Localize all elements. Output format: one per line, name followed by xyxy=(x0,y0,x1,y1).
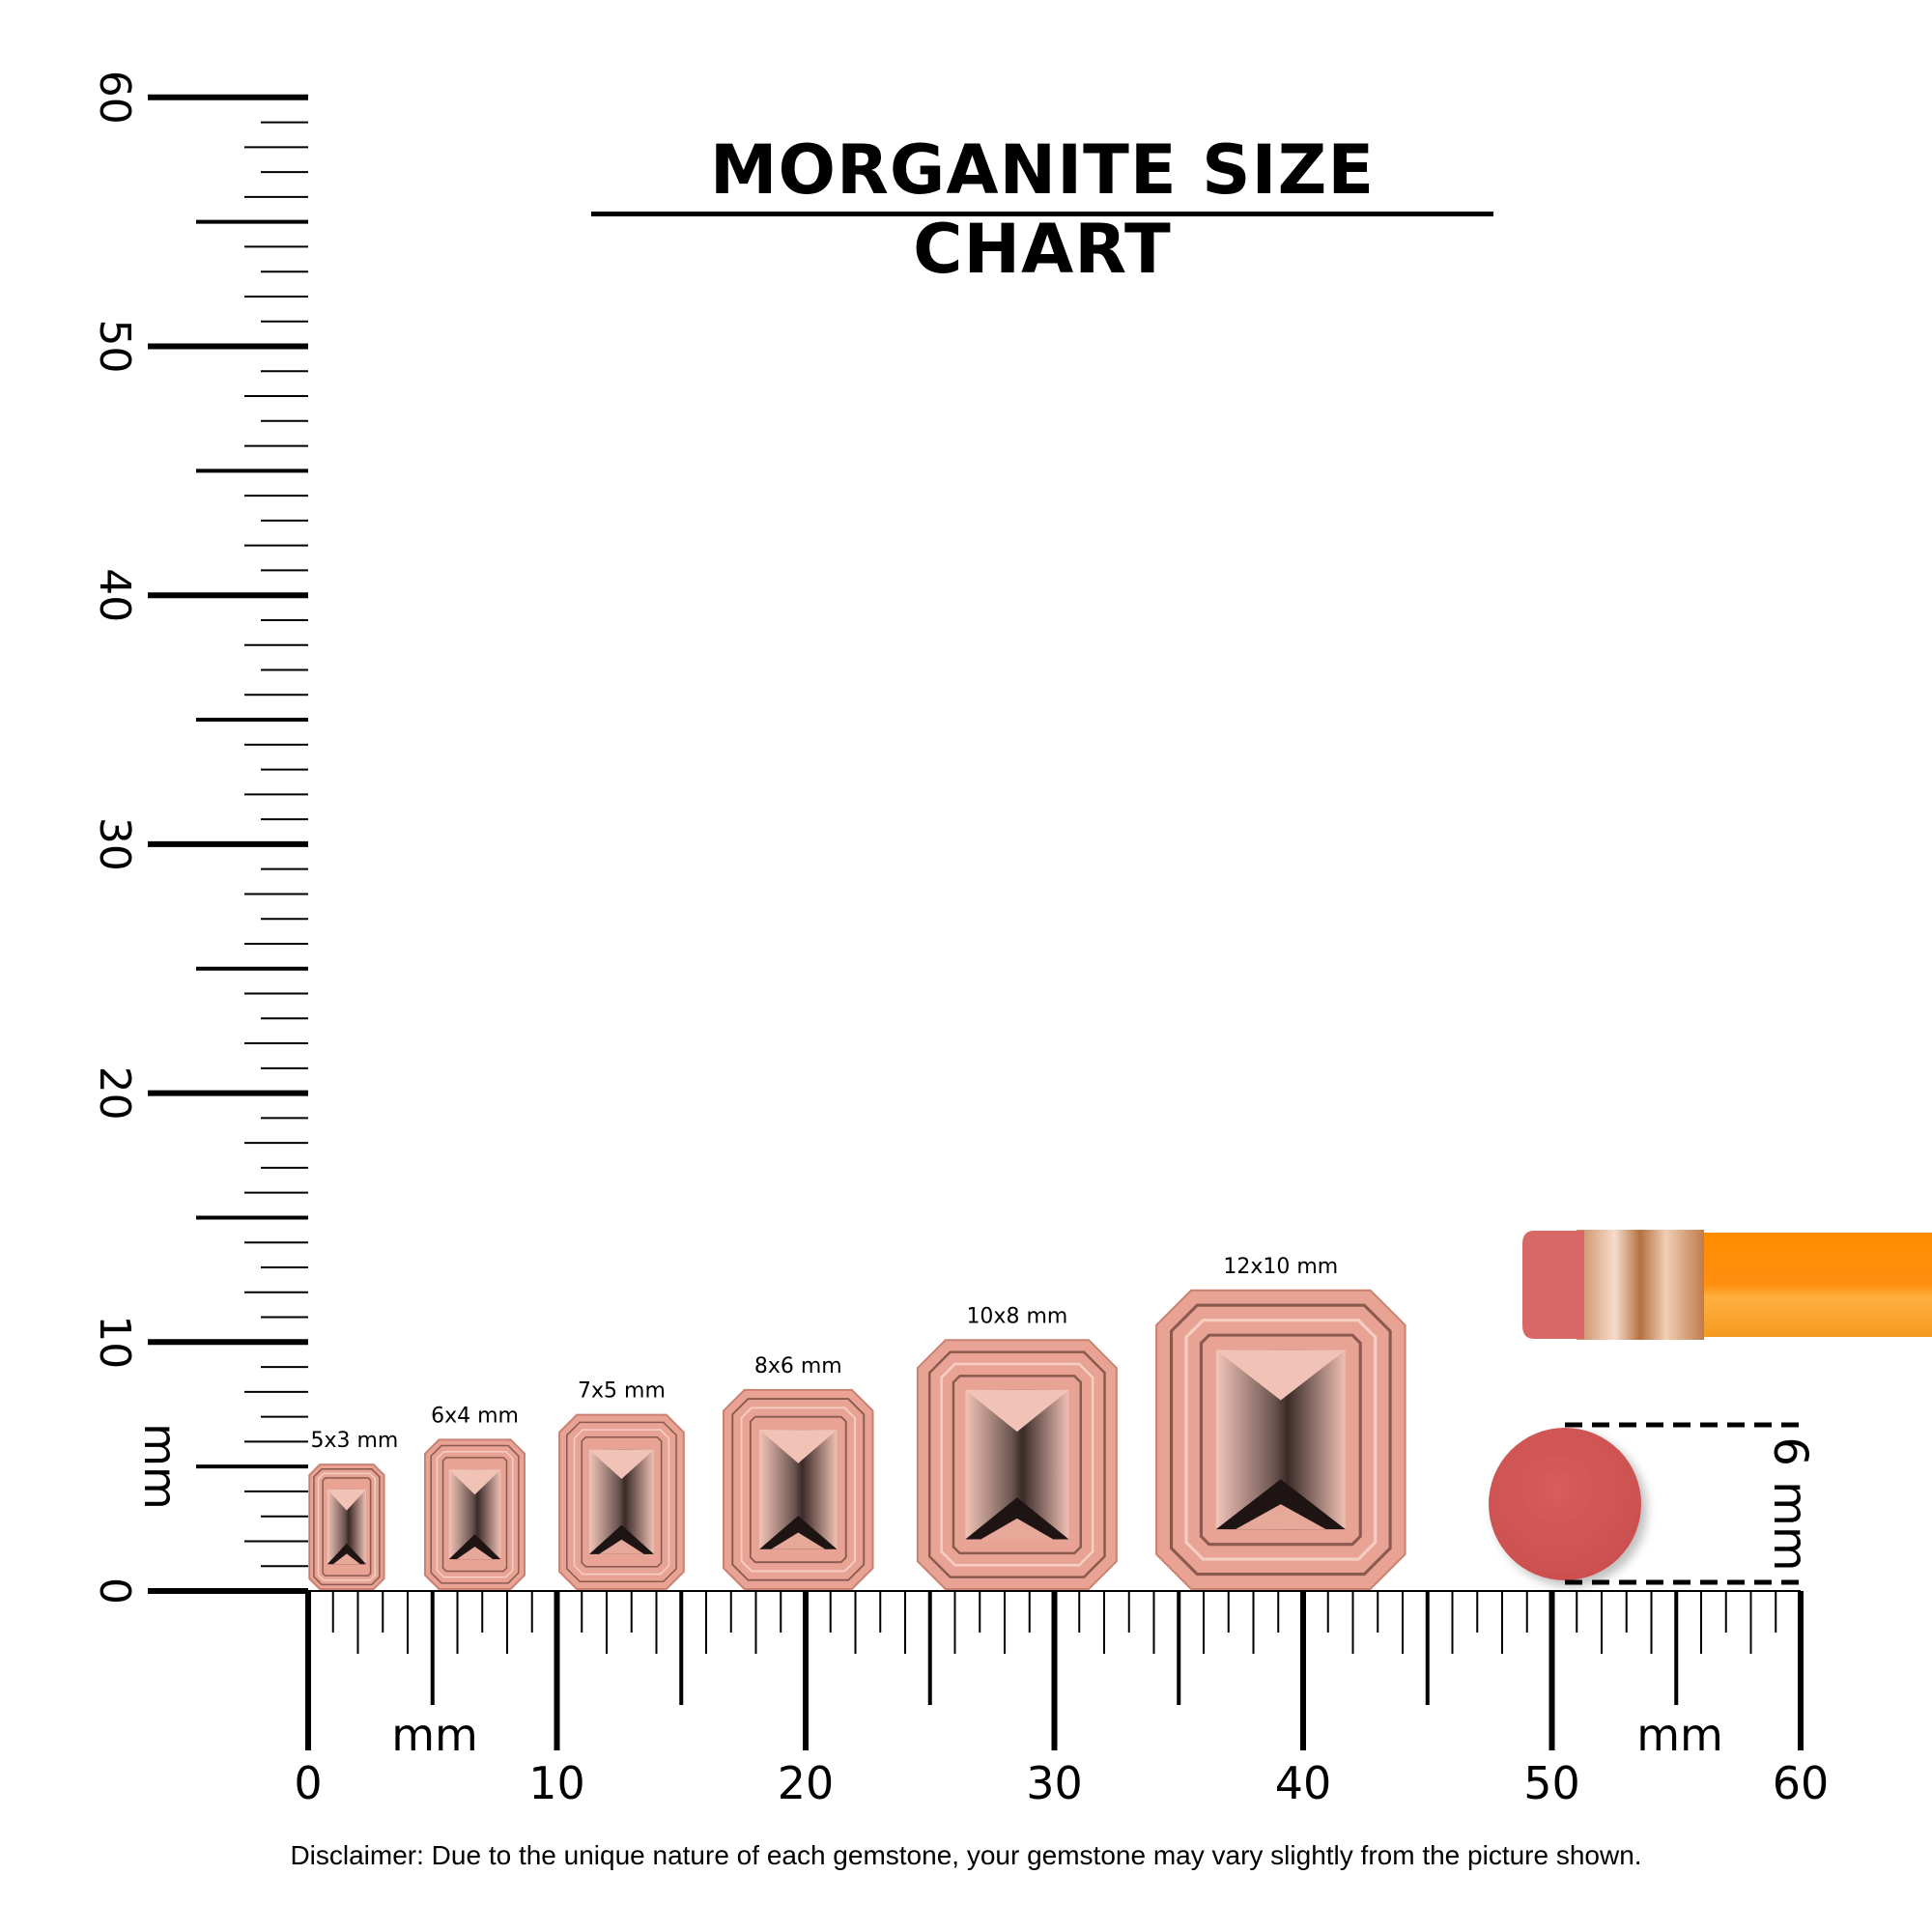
gem-pavilion-highlight xyxy=(599,1539,644,1554)
horizontal-ruler: 0 10 20 30 40 50 60 xyxy=(294,1590,1830,1809)
gem-step-facet xyxy=(927,1350,1106,1578)
gem-step-facet xyxy=(1184,1319,1378,1561)
eraser-size-label: 6 mm xyxy=(1763,1436,1817,1571)
title-underline xyxy=(591,212,1493,216)
gem-size-label: 8x6 mm xyxy=(754,1354,842,1378)
vertical-ruler-label: 50 xyxy=(90,320,139,374)
gem-step-facet xyxy=(313,1468,381,1586)
horizontal-ruler-label: 50 xyxy=(1523,1757,1580,1809)
vertical-ruler-label: 10 xyxy=(90,1315,139,1369)
gem-step-facet xyxy=(581,1436,663,1568)
gemstone-10x8-mm: 10x8 mm xyxy=(916,1304,1118,1590)
gem-step-facet xyxy=(1169,1303,1392,1577)
horizontal-ruler-label: 40 xyxy=(1275,1757,1332,1809)
gemstone-5x3-mm: 5x3 mm xyxy=(308,1429,398,1590)
gem-step-facet xyxy=(317,1472,377,1581)
gem-pavilion-facet xyxy=(588,1524,654,1554)
vertical-ruler: 0 10 20 30 40 50 60 xyxy=(90,71,308,1605)
pencil-ferrule xyxy=(1577,1230,1704,1340)
gem-step-facet xyxy=(573,1429,670,1576)
gem-step-facet xyxy=(740,1406,856,1573)
horizontal-ruler-label: 60 xyxy=(1773,1757,1830,1809)
vertical-ruler-label: 0 xyxy=(90,1577,139,1605)
gem-size-label: 10x8 mm xyxy=(966,1304,1067,1328)
gem-step-facet xyxy=(1199,1333,1362,1547)
gem-step-facet xyxy=(952,1375,1083,1555)
vertical-ruler-label: 20 xyxy=(90,1066,139,1121)
gem-pavilion-highlight xyxy=(1235,1504,1326,1530)
gemstone-12x10-mm: 12x10 mm xyxy=(1155,1255,1406,1590)
vertical-ruler-label: 60 xyxy=(90,71,139,125)
gem-crown-facet xyxy=(448,1469,501,1495)
horizontal-ruler-label: 20 xyxy=(778,1757,835,1809)
horizontal-unit-label-left: mm xyxy=(391,1709,478,1761)
horizontal-unit-label-right: mm xyxy=(1636,1709,1723,1761)
gemstone-8x6-mm: 8x6 mm xyxy=(723,1354,874,1590)
gem-size-label: 12x10 mm xyxy=(1223,1255,1338,1279)
gemstone-7x5-mm: 7x5 mm xyxy=(558,1379,685,1590)
disclaimer-text: Disclaimer: Due to the unique nature of … xyxy=(290,1840,1642,1870)
gem-step-facet xyxy=(441,1457,508,1573)
gem-crown-facet xyxy=(327,1489,366,1511)
pencil-eraser xyxy=(1522,1231,1584,1339)
gem-crown-facet xyxy=(759,1430,838,1463)
gemstone-row: 5x3 mm 6x4 mm 7x5 mm 8x6 mm 10x8 mm 12x10 mm xyxy=(308,1255,1406,1590)
gem-step-facet xyxy=(430,1444,520,1584)
gem-step-facet xyxy=(731,1398,866,1581)
pencil-body xyxy=(1700,1233,1932,1337)
pencil-image xyxy=(1522,1230,1932,1340)
gem-size-label: 5x3 mm xyxy=(310,1429,398,1453)
gemstone-6x4-mm: 6x4 mm xyxy=(424,1404,526,1590)
gem-step-facet xyxy=(749,1415,847,1564)
gem-crown-facet xyxy=(965,1389,1069,1433)
vertical-ruler-label: 30 xyxy=(90,817,139,871)
horizontal-ruler-label: 0 xyxy=(294,1757,322,1809)
gem-pavilion-highlight xyxy=(332,1553,360,1565)
gem-crown-facet xyxy=(588,1449,654,1479)
gem-step-facet xyxy=(940,1362,1094,1567)
gem-crown-facet xyxy=(1215,1350,1346,1401)
gem-pavilion-highlight xyxy=(980,1518,1054,1540)
gem-size-label: 7x5 mm xyxy=(578,1379,666,1404)
gem-step-facet xyxy=(322,1477,372,1577)
gem-pavilion-highlight xyxy=(771,1532,826,1549)
eraser-reference: 6 mm xyxy=(1489,1422,1817,1585)
horizontal-ruler-label: 10 xyxy=(528,1757,585,1809)
gem-pavilion-highlight xyxy=(456,1547,494,1560)
gem-step-facet xyxy=(566,1421,677,1583)
horizontal-ruler-label: 30 xyxy=(1026,1757,1083,1809)
vertical-ruler-label: 40 xyxy=(90,568,139,622)
eraser-dot xyxy=(1489,1428,1641,1580)
vertical-unit-label: mm xyxy=(134,1423,186,1510)
chart-title: MORGANITE SIZE CHART xyxy=(709,130,1376,289)
gem-size-label: 6x4 mm xyxy=(431,1404,519,1428)
gem-step-facet xyxy=(436,1450,514,1578)
